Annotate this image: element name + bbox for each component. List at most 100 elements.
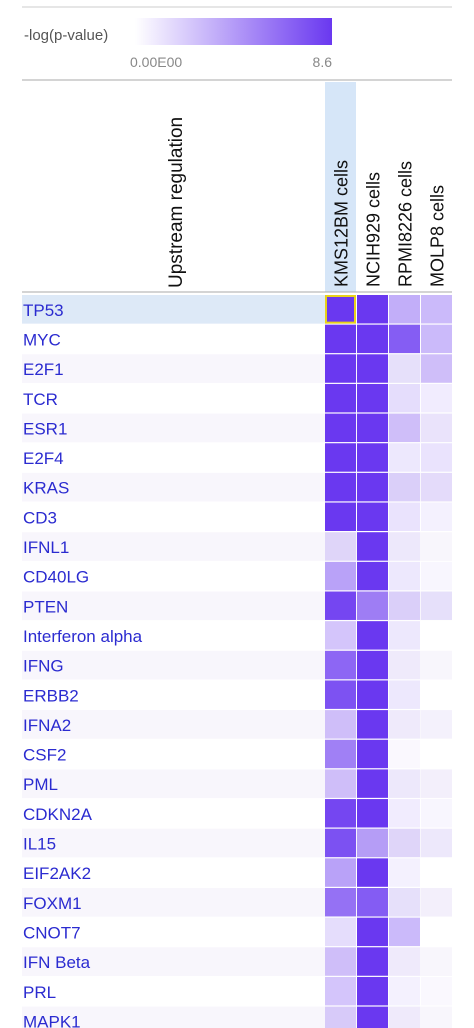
- heat-cell: [421, 680, 452, 708]
- heat-cell: [421, 532, 452, 560]
- selected-row: [22, 295, 325, 324]
- row-label: ESR1: [23, 419, 67, 438]
- heat-cell: [389, 443, 420, 472]
- heat-cell: [389, 324, 420, 354]
- heat-cell: [421, 828, 452, 858]
- colorbar: [135, 18, 332, 45]
- heat-cell: [325, 295, 356, 324]
- heat-cell: [357, 591, 388, 620]
- heat-cell: [325, 858, 356, 887]
- heat-cell: [357, 917, 388, 947]
- row-label: Interferon alpha: [23, 627, 143, 646]
- heat-cell: [357, 443, 388, 472]
- heat-cell: [389, 740, 420, 768]
- row-label: PTEN: [23, 597, 68, 616]
- heat-cell: [389, 888, 420, 917]
- row-label: E2F1: [23, 360, 64, 379]
- heat-cell: [421, 1007, 452, 1028]
- heat-cell: [325, 383, 356, 413]
- heat-cell: [325, 591, 356, 620]
- row-label: IL15: [23, 835, 56, 854]
- heat-cell: [357, 769, 388, 798]
- heat-cell: [357, 828, 388, 858]
- heat-cell: [357, 413, 388, 443]
- heat-cell: [357, 680, 388, 709]
- row-label: MAPK1: [23, 1012, 81, 1028]
- heat-cell: [357, 858, 388, 887]
- heat-cell: [357, 650, 388, 680]
- heat-cell: [357, 947, 388, 976]
- heat-cell: [389, 413, 420, 443]
- heat-cell: [325, 680, 356, 709]
- heat-cell: [389, 710, 420, 739]
- heat-cell: [357, 324, 388, 354]
- row-label: IFNG: [23, 657, 64, 676]
- row-label: CSF2: [23, 746, 66, 765]
- heat-cell: [421, 799, 452, 828]
- heat-cell: [357, 710, 388, 739]
- heat-cell: [325, 472, 356, 502]
- heat-cell: [357, 295, 388, 324]
- heat-cell: [325, 561, 356, 591]
- column-header: MOLP8 cells: [428, 185, 448, 287]
- row-label: KRAS: [23, 479, 69, 498]
- heat-cell: [421, 443, 452, 472]
- heat-cell: [421, 918, 452, 946]
- heat-cell: [389, 502, 420, 531]
- heat-cell: [325, 532, 356, 561]
- row-stripe: [22, 1006, 452, 1028]
- colorbar-tick-label: 8.6: [313, 54, 333, 70]
- row-label: EIF2AK2: [23, 864, 91, 883]
- heat-cell: [357, 621, 388, 650]
- heat-cell: [357, 799, 388, 828]
- colorbar-tick-label: 0.00E00: [130, 54, 182, 70]
- row-label: CD3: [23, 508, 57, 527]
- heat-cell: [325, 1006, 356, 1028]
- row-label: PRL: [23, 983, 56, 1002]
- heat-cell: [389, 383, 420, 413]
- heat-cell: [421, 769, 452, 797]
- heat-cell: [325, 917, 356, 947]
- heat-cell: [421, 295, 452, 324]
- heat-cell: [421, 740, 452, 768]
- heat-cell: [357, 354, 388, 383]
- heat-cell: [389, 354, 420, 383]
- heat-cell: [325, 650, 356, 680]
- row-label: ERBB2: [23, 686, 79, 705]
- row-label: CNOT7: [23, 923, 81, 942]
- heat-cell: [325, 413, 356, 443]
- heat-cell: [421, 561, 452, 591]
- row-label: FOXM1: [23, 894, 82, 913]
- heat-cell: [325, 710, 356, 739]
- heat-cell: [389, 532, 420, 561]
- heat-cell: [389, 769, 420, 798]
- heat-cell: [325, 324, 356, 354]
- heat-cell: [421, 858, 452, 886]
- heat-cell: [325, 354, 356, 383]
- heat-cell: [389, 1006, 420, 1028]
- heat-cell: [325, 799, 356, 828]
- heat-cell: [389, 680, 420, 709]
- heat-cell: [325, 502, 356, 531]
- heat-cell: [389, 621, 420, 650]
- selected-cell: [325, 295, 356, 324]
- heat-cell: [421, 591, 452, 620]
- column-header: KMS12BM cells: [332, 160, 352, 287]
- heat-cell: [357, 561, 388, 591]
- heat-cell: [421, 888, 452, 916]
- heat-cell: [389, 295, 420, 324]
- heat-cell: [357, 976, 388, 1006]
- heat-cell: [421, 472, 452, 502]
- row-stripe: [22, 828, 452, 858]
- heat-cell: [325, 443, 356, 472]
- row-label: TP53: [23, 301, 64, 320]
- heat-cell: [357, 472, 388, 502]
- heat-cell: [421, 977, 452, 1005]
- heat-cell: [357, 888, 388, 917]
- heat-cell: [389, 650, 420, 680]
- column-header: NCIH929 cells: [364, 172, 384, 287]
- heat-cell: [421, 354, 452, 383]
- heat-cell: [389, 917, 420, 947]
